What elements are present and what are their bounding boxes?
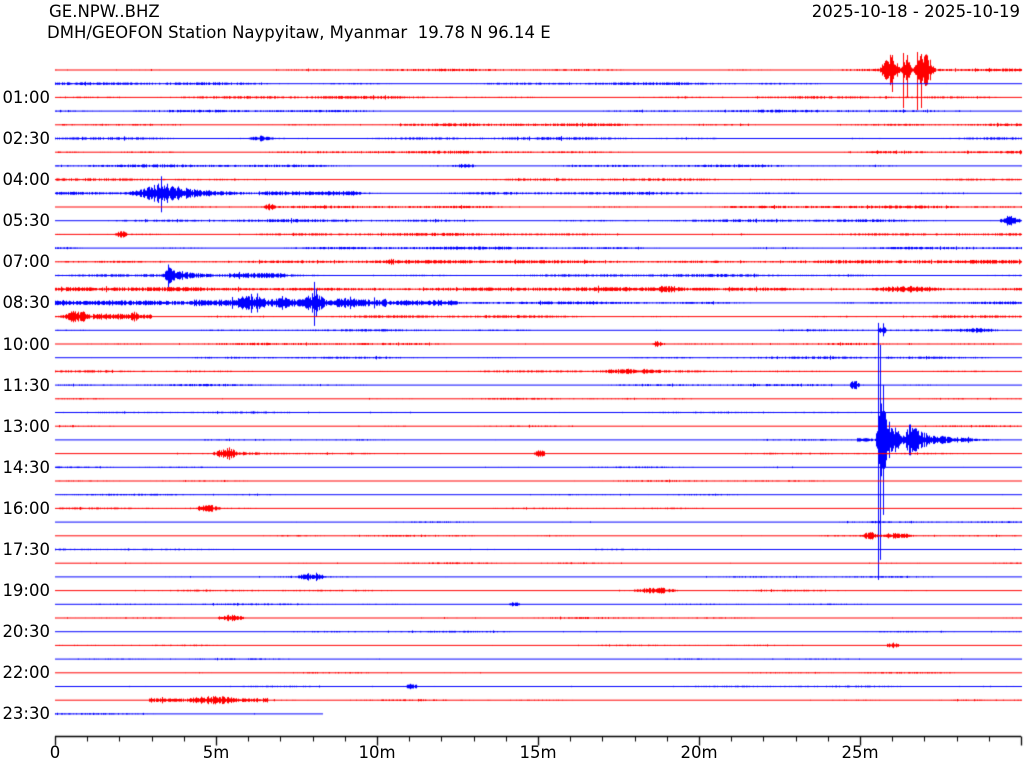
date-range: 2025-10-18 - 2025-10-19 — [811, 2, 1020, 21]
y-tick-label: 23:30 — [2, 704, 50, 724]
y-tick-label: 17:30 — [2, 540, 50, 559]
y-tick-label: 13:00 — [2, 416, 50, 436]
y-tick-label: 22:00 — [2, 663, 50, 683]
y-tick-label: 02:30 — [2, 129, 50, 148]
x-tick-label: 20m — [680, 743, 718, 762]
y-tick-label: 04:00 — [2, 170, 50, 190]
y-tick-label: 10:00 — [2, 334, 50, 354]
y-tick-label: 08:30 — [2, 293, 50, 313]
y-tick-label: 01:00 — [2, 87, 50, 107]
station-id: GE.NPW..BHZ — [49, 2, 160, 21]
y-tick-label: 16:00 — [2, 498, 50, 518]
y-tick-label: 14:30 — [2, 457, 50, 477]
station-info: DMH/GEOFON Station Naypyitaw, Myanmar 19… — [47, 23, 551, 42]
y-tick-label: 20:30 — [2, 622, 50, 642]
x-tick-label: 5m — [202, 743, 230, 762]
y-tick-label: 19:00 — [2, 581, 50, 601]
y-tick-label: 11:30 — [2, 375, 50, 395]
x-tick-label: 15m — [519, 743, 557, 762]
x-tick-label: 0 — [49, 743, 61, 762]
x-tick-label: 10m — [358, 743, 396, 762]
y-tick-label: 05:30 — [2, 211, 50, 231]
x-tick-label: 25m — [841, 743, 879, 762]
y-tick-label: 07:00 — [2, 252, 50, 272]
